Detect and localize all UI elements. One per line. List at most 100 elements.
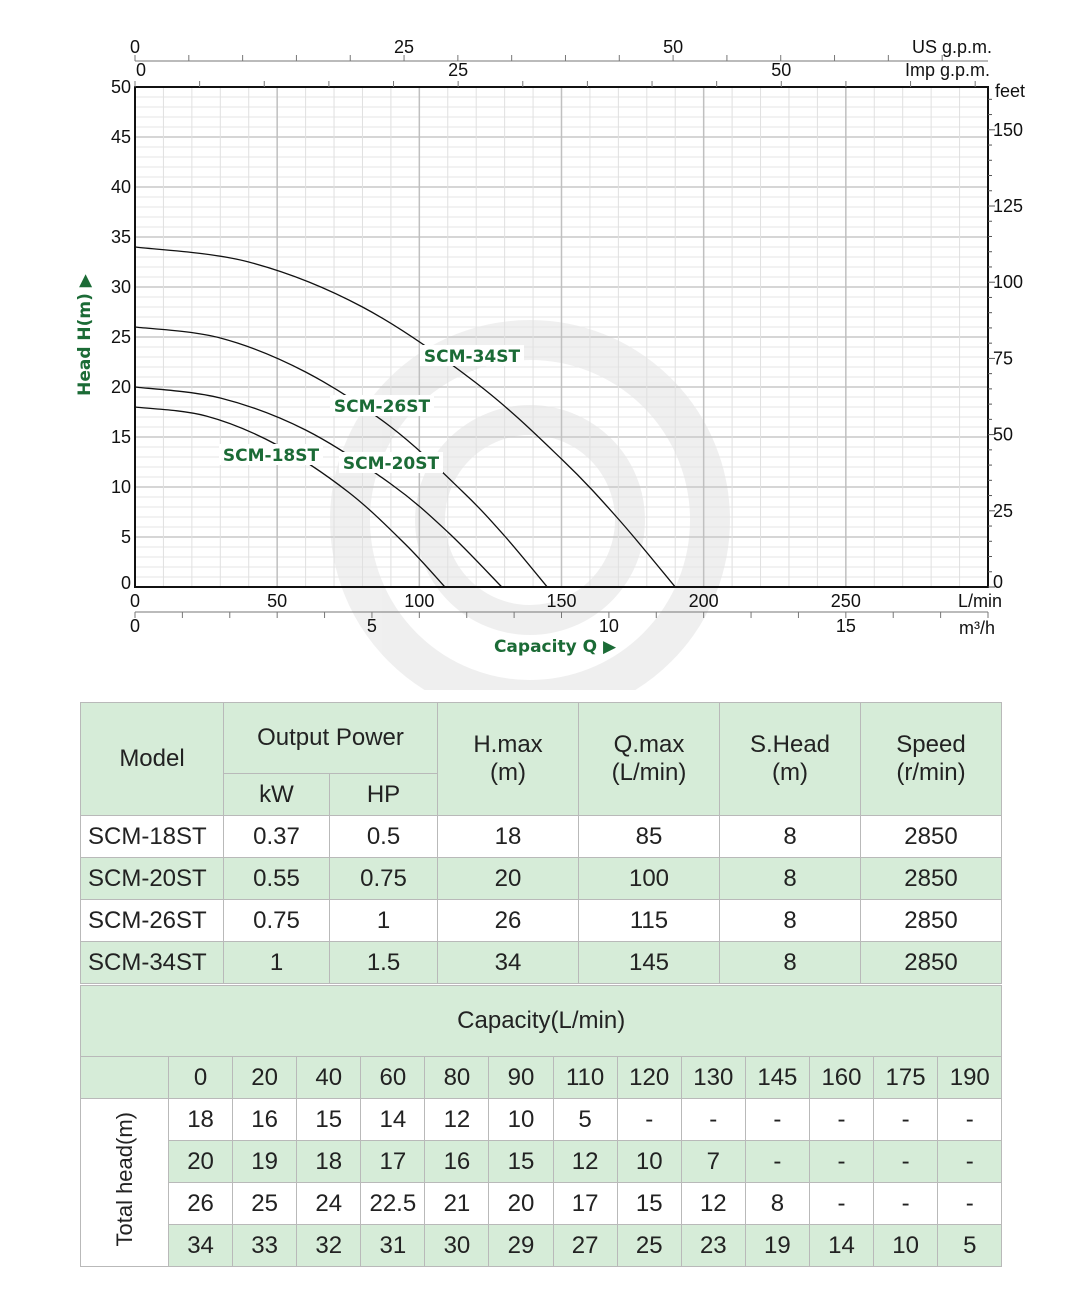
capacity-header-cell: 175 bbox=[873, 1056, 939, 1099]
spec-table: Model Output Power H.max (m) Q.max (L/min)… bbox=[80, 702, 1002, 984]
table-row: SCM-20ST 0.55 0.75 20 100 8 2850 bbox=[80, 857, 1002, 900]
feet-tick-label: 100 bbox=[993, 272, 1023, 292]
capacity-header-cell: 160 bbox=[808, 1056, 875, 1099]
table-row: 34 33 32 31 30 29 27 25 23 19 14 10 5 bbox=[81, 1224, 1003, 1267]
header-qmax: Q.max (L/min) bbox=[578, 702, 720, 816]
feet-unit-label: feet bbox=[995, 81, 1025, 101]
capacity-header-cell: 80 bbox=[424, 1056, 490, 1099]
table-row: Total head(m) 18 16 15 14 12 10 5- - - - - - bbox=[80, 1098, 1003, 1267]
y-tick-label: 45 bbox=[111, 127, 131, 147]
value-cell: 20 bbox=[437, 857, 579, 900]
head-value-cell: 29 bbox=[488, 1224, 554, 1267]
capacity-header-cell: 0 bbox=[167, 1056, 234, 1099]
head-value-cell: - bbox=[744, 1140, 810, 1183]
head-value-cell: 5 bbox=[552, 1098, 618, 1141]
feet-tick-label: 50 bbox=[993, 425, 1013, 445]
head-value-cell: - bbox=[616, 1098, 682, 1141]
head-value-cell: 15 bbox=[616, 1182, 682, 1225]
head-value-cell: - bbox=[808, 1098, 875, 1141]
table-row: SCM-34ST 1 1.5 34 145 8 2850 bbox=[80, 941, 1002, 984]
x-tick-label: 200 bbox=[689, 591, 719, 611]
value-cell: 0.75 bbox=[329, 857, 438, 900]
head-value-cell: 16 bbox=[424, 1140, 490, 1183]
x-tick-label: 50 bbox=[267, 591, 287, 611]
head-value-cell: 22.5 bbox=[360, 1182, 426, 1225]
series-label: SCM-20ST bbox=[343, 454, 440, 474]
us-gpm-tick-label: 25 bbox=[394, 37, 414, 57]
header-kw: kW bbox=[223, 773, 330, 816]
curve-scm-34st bbox=[134, 246, 676, 588]
capacity-header-cell: 110 bbox=[552, 1056, 618, 1099]
value-cell: 2850 bbox=[860, 815, 1002, 858]
head-value-cell: 20 bbox=[488, 1182, 554, 1225]
label-bg bbox=[330, 395, 434, 416]
feet-tick-label: 150 bbox=[993, 120, 1023, 140]
head-value-cell: 18 bbox=[167, 1098, 234, 1141]
empty-cell bbox=[80, 1056, 169, 1099]
feet-tick-label: 125 bbox=[993, 196, 1023, 216]
value-cell: 18 bbox=[437, 815, 579, 858]
y-tick-label: 10 bbox=[111, 477, 131, 497]
us-gpm-unit-label: US g.p.m. bbox=[912, 37, 992, 57]
head-value-cell: - bbox=[937, 1140, 1003, 1183]
label-bg bbox=[219, 444, 323, 465]
model-cell: SCM-34ST bbox=[80, 941, 224, 984]
value-cell: 1.5 bbox=[329, 941, 438, 984]
m3h-tick-label: 5 bbox=[367, 616, 377, 636]
label-bg bbox=[420, 345, 524, 366]
head-value-cell: 14 bbox=[360, 1098, 426, 1141]
head-value-cell: 31 bbox=[360, 1224, 426, 1267]
value-cell: 8 bbox=[719, 815, 861, 858]
feet-tick-label: 75 bbox=[993, 348, 1013, 368]
table-row: 20 19 18 17 16 15 12 10 7- - - - bbox=[81, 1140, 1003, 1183]
value-cell: 8 bbox=[719, 899, 861, 942]
imp-gpm-tick-label: 50 bbox=[771, 60, 791, 80]
us-gpm-tick-label: 0 bbox=[130, 37, 140, 57]
capacity-header-cell: 190 bbox=[937, 1056, 1003, 1099]
head-value-cell: - bbox=[937, 1098, 1003, 1141]
value-cell: 0.37 bbox=[223, 815, 330, 858]
head-value-cell: 15 bbox=[296, 1098, 362, 1141]
head-value-cell: - bbox=[873, 1098, 939, 1141]
x-tick-label: 0 bbox=[130, 591, 140, 611]
curve-scm-26st bbox=[134, 326, 548, 588]
capacity-header-cell: 130 bbox=[680, 1056, 746, 1099]
head-value-cell: 10 bbox=[873, 1224, 939, 1267]
x-tick-label: 100 bbox=[404, 591, 434, 611]
head-value-cell: 32 bbox=[296, 1224, 362, 1267]
model-cell: SCM-26ST bbox=[80, 899, 224, 942]
value-cell: 85 bbox=[578, 815, 720, 858]
series-label: SCM-26ST bbox=[334, 397, 431, 417]
head-value-cell: 23 bbox=[680, 1224, 746, 1267]
model-cell: SCM-18ST bbox=[80, 815, 224, 858]
header-hp: HP bbox=[329, 773, 438, 816]
head-value-cell: - bbox=[808, 1182, 875, 1225]
capacity-header-cell: 20 bbox=[232, 1056, 298, 1099]
x-axis-title: Capacity Q ▶ bbox=[494, 637, 617, 657]
head-value-cell: 26 bbox=[167, 1182, 234, 1225]
y-tick-label: 15 bbox=[111, 427, 131, 447]
y-tick-label: 25 bbox=[111, 327, 131, 347]
value-cell: 0.75 bbox=[223, 899, 330, 942]
table-row: SCM-18ST 0.37 0.5 18 85 8 2850 bbox=[80, 815, 1002, 858]
value-cell: 115 bbox=[578, 899, 720, 942]
total-head-label: Total head(m) bbox=[80, 1098, 169, 1267]
header-output-power: Output Power bbox=[223, 702, 438, 774]
head-value-cell: 25 bbox=[232, 1182, 298, 1225]
head-value-cell: 34 bbox=[167, 1224, 234, 1267]
table-row: SCM-26ST 0.75 1 26 115 8 2850 bbox=[80, 899, 1002, 942]
table-row: 26 25 24 22.5 21 20 17 15 12 8- - - bbox=[81, 1182, 1003, 1225]
x-unit-label: L/min bbox=[958, 591, 1002, 611]
head-value-cell: 24 bbox=[296, 1182, 362, 1225]
value-cell: 8 bbox=[719, 941, 861, 984]
capacity-header-cell: 90 bbox=[488, 1056, 554, 1099]
head-value-cell: - bbox=[744, 1098, 810, 1141]
value-cell: 1 bbox=[223, 941, 330, 984]
y-axis-title: Head H(m) ▶ bbox=[75, 273, 95, 396]
header-hmax: H.max (m) bbox=[437, 702, 579, 816]
head-value-cell: 12 bbox=[680, 1182, 746, 1225]
y-tick-label: 5 bbox=[121, 527, 131, 547]
model-cell: SCM-20ST bbox=[80, 857, 224, 900]
y-tick-label: 20 bbox=[111, 377, 131, 397]
value-cell: 34 bbox=[437, 941, 579, 984]
